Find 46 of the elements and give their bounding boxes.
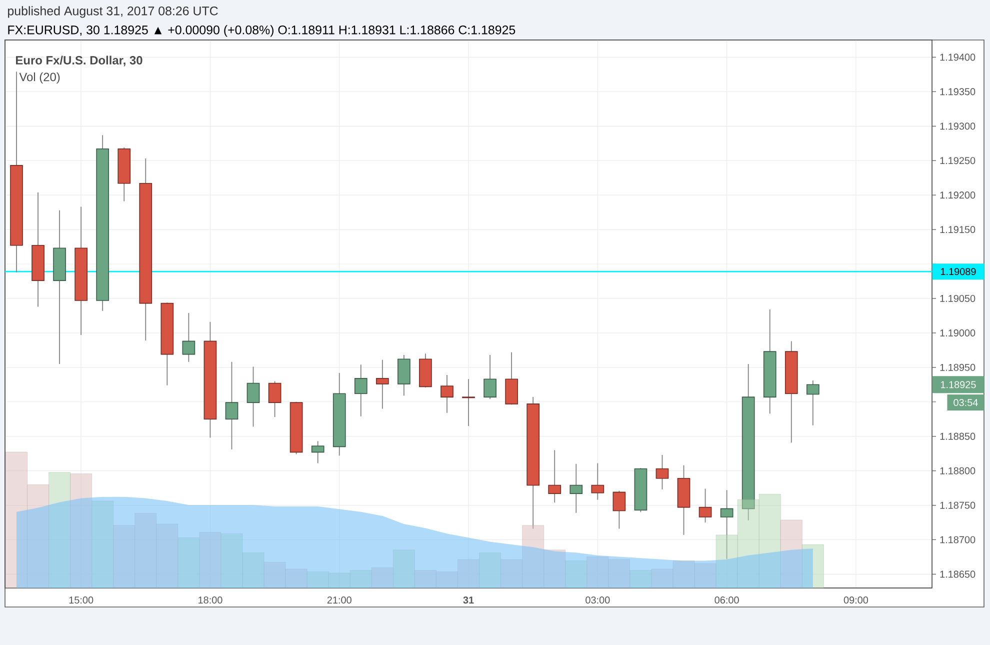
x-tick-label: 03:00 — [586, 596, 610, 604]
x-tick-label: 06:00 — [714, 596, 739, 604]
candlestick — [225, 361, 238, 450]
x-tick-label: 31 — [463, 596, 474, 604]
candlestick — [268, 380, 282, 418]
y-tick-label: 1.19000 — [940, 329, 976, 336]
candlestick — [354, 364, 368, 417]
y-tick-label: 1.18650 — [940, 570, 976, 578]
text: 1.18925 — [940, 381, 976, 388]
x-tick-label: 15:00 — [69, 596, 94, 604]
y-tick-label: 1.19150 — [940, 226, 976, 234]
text: 03:54 — [954, 399, 978, 406]
x-tick-label: 09:00 — [844, 596, 868, 604]
candlestick — [484, 354, 496, 400]
candlestick — [440, 374, 454, 414]
candlestick — [720, 490, 734, 560]
y-tick-label: 1.19200 — [940, 192, 976, 199]
candlestick — [591, 462, 604, 500]
y-tick-label: 1.18750 — [940, 502, 976, 509]
candlestick — [656, 454, 669, 490]
candlestick — [612, 490, 626, 530]
x-tick-label: 21:00 — [327, 596, 352, 604]
ref-line-label: 1.19089 — [940, 268, 976, 276]
candlestick — [698, 488, 712, 523]
candlestick — [806, 380, 820, 426]
y-tick-label: 1.19300 — [940, 122, 976, 130]
x-tick-label: 18:00 — [198, 596, 222, 604]
text: Euro Fx/U.S. Dollar, 30 — [16, 56, 142, 66]
chart-title: Vol (20) — [19, 72, 60, 84]
candlestick — [311, 440, 324, 464]
y-tick-label: 1.18800 — [940, 467, 976, 474]
candlestick — [182, 312, 196, 362]
candlestick — [376, 359, 389, 410]
candlestick — [570, 463, 583, 514]
y-tick-label: 1.19250 — [940, 157, 976, 164]
candlestick — [548, 450, 562, 503]
candlestick — [246, 366, 260, 428]
y-tick-label: 1.18700 — [940, 536, 976, 544]
y-tick-label: 1.18950 — [940, 364, 976, 371]
y-tick-label: 1.19050 — [940, 294, 976, 302]
y-tick-label: 1.19400 — [940, 54, 976, 61]
candlestick — [462, 378, 475, 426]
y-tick-label: 1.19350 — [940, 88, 976, 96]
chart-subtitle: FX:EURUSD, 30 1.18925 ▲ +0.00090 (+0.08%) O:1.18911 H:1.18931 L:1.18866 C:1.18925 — [8, 25, 516, 37]
y-tick-label: 1.18850 — [940, 432, 976, 440]
text: published August 31, 2017 08:26 UTC — [8, 6, 218, 18]
